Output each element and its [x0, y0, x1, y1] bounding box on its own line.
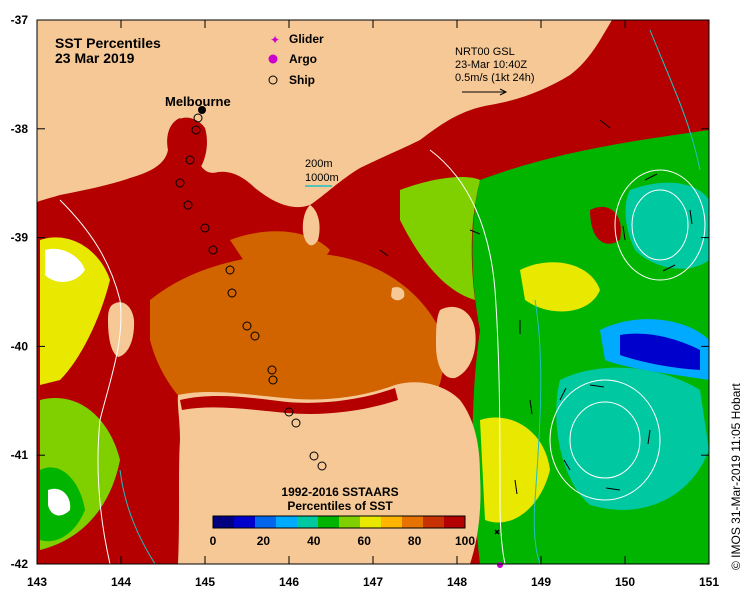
- colorbar-swatch: [402, 516, 424, 528]
- glider-icon: ✦: [270, 33, 280, 47]
- colorbar-swatch: [360, 516, 382, 528]
- colorbar-swatch: [276, 516, 298, 528]
- map-date: 23 Mar 2019: [55, 50, 135, 66]
- lat-tick-label: -40: [11, 339, 29, 353]
- colorbar-swatch: [297, 516, 319, 528]
- argo-float-marker: [497, 562, 503, 568]
- lon-tick-label: 145: [195, 575, 215, 589]
- ship-track: [175, 113, 327, 471]
- lat-tick-label: -42: [11, 557, 29, 571]
- lon-tick-label: 147: [363, 575, 383, 589]
- lat-tick-label: -41: [11, 448, 29, 462]
- lon-tick-label: 148: [447, 575, 467, 589]
- port-phillip-bay: [169, 117, 207, 178]
- lon-tick-label: 149: [531, 575, 551, 589]
- colorbar-swatch: [339, 516, 361, 528]
- current-scale: 0.5m/s (1kt 24h): [455, 72, 534, 84]
- lon-tick-label: 143: [27, 575, 47, 589]
- colorbar-swatch: [255, 516, 277, 528]
- colorbar-swatch: [213, 516, 235, 528]
- credit-text: © IMOS 31-Mar-2019 11:05 Hobart: [729, 383, 743, 570]
- eddy-south: [549, 379, 661, 501]
- eddy-north: [614, 169, 706, 281]
- lon-tick-label: 144: [111, 575, 131, 589]
- current-source: NRT00 GSL: [455, 46, 515, 58]
- lon-tick-label: 150: [615, 575, 635, 589]
- colorbar-swatch: [423, 516, 445, 528]
- ship-icon: [268, 75, 278, 85]
- colorbar-title: 1992-2016 SSTAARS: [281, 485, 398, 499]
- melbourne-marker: [198, 106, 206, 114]
- colorbar-ticks: 0 20 40 60 80 100: [210, 534, 476, 548]
- lon-tick-label: 146: [279, 575, 299, 589]
- land-king-island: [108, 302, 135, 357]
- current-vectors: [379, 119, 693, 495]
- colorbar-swatch: [318, 516, 340, 528]
- isobath-label-200: 200m: [305, 158, 333, 170]
- colorbar-tick-label: 80: [408, 534, 422, 548]
- legend-ship: Ship: [289, 73, 315, 87]
- argo-icon: [268, 54, 278, 64]
- colorbar-subtitle: Percentiles of SST: [287, 499, 393, 513]
- lat-tick-label: -39: [11, 231, 29, 245]
- current-time: 23-Mar 10:40Z: [455, 59, 527, 71]
- colorbar-swatch: [381, 516, 403, 528]
- latitude-axis: -37 -38 -39 -40 -41 -42: [11, 13, 709, 571]
- lat-tick-label: -38: [11, 122, 29, 136]
- colorbar-swatch: [234, 516, 256, 528]
- isobath-200m: [59, 199, 122, 565]
- glider-track-marker: [494, 529, 500, 535]
- colorbar-swatch: [444, 516, 466, 528]
- land-victoria: [37, 20, 612, 208]
- legend-glider: Glider: [289, 32, 324, 46]
- map-title: SST Percentiles: [55, 35, 161, 51]
- land-flinders-island: [436, 306, 476, 379]
- isobath-label-1000: 1000m: [305, 172, 339, 184]
- percentile-zone-orange: [150, 253, 444, 437]
- lon-tick-label: 151: [699, 575, 719, 589]
- legend-argo: Argo: [289, 52, 317, 66]
- colorbar-tick-label: 40: [307, 534, 321, 548]
- colorbar: [213, 516, 466, 528]
- isobath-1000m: [119, 469, 156, 565]
- colorbar-tick-label: 100: [455, 534, 475, 548]
- colorbar-tick-label: 60: [358, 534, 372, 548]
- place-label-melbourne: Melbourne: [165, 94, 231, 109]
- longitude-axis: 143 144 145 146 147 148 149 150 151: [27, 20, 719, 589]
- lat-tick-label: -37: [11, 13, 29, 27]
- colorbar-tick-label: 20: [257, 534, 271, 548]
- colorbar-tick-label: 0: [210, 534, 217, 548]
